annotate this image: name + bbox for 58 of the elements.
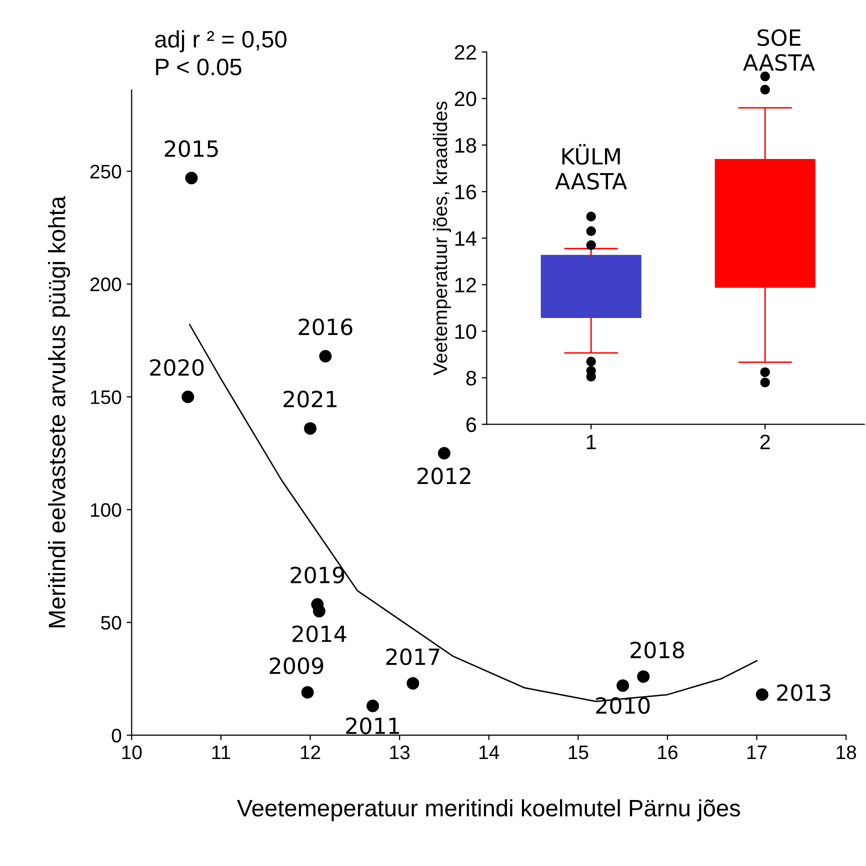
y-tick-label: 16	[455, 184, 476, 200]
annotation: 2021	[284, 390, 336, 408]
annotation: KÜLM AASTA	[555, 144, 627, 190]
x-tick-label: 18	[836, 745, 856, 760]
x-tick-label: 11	[212, 746, 230, 760]
y-tick-label: 10	[455, 324, 476, 339]
y-tick-label: 100	[90, 503, 122, 517]
annotation: 2017	[386, 648, 440, 666]
y-tick-label: 250	[90, 164, 122, 179]
annotation: 2012	[418, 468, 470, 484]
annotation: 2020	[150, 359, 204, 376]
point	[616, 679, 630, 692]
annotation: 2013	[777, 684, 830, 702]
x-tick-label: 12	[300, 745, 320, 760]
y-tick-label: 200	[90, 278, 122, 292]
x-tick-label: 16	[658, 745, 678, 760]
y-tick-label: 22	[454, 44, 476, 60]
y-axis-title: Meritindi eelvastsete arvukus püügi kohta	[48, 196, 70, 628]
y-tick-label: 8	[466, 370, 476, 386]
y-tick-label: 0	[112, 728, 122, 742]
y-tick-label: 50	[101, 616, 122, 630]
point	[301, 686, 314, 699]
annotation: 2019	[290, 566, 344, 584]
point	[185, 172, 198, 184]
point	[319, 350, 332, 363]
y-tick-label: 12	[455, 278, 476, 292]
x-axis-title: Veetemeperatuur meritindi koelmutel Pärnu jões	[236, 799, 740, 822]
point	[366, 700, 380, 712]
y-tick-label: 18	[455, 138, 476, 153]
y-axis-title: Veetemperatuur jões, kraadides	[432, 102, 452, 376]
x-tick-label: 13	[390, 745, 410, 760]
annotation: 2014	[292, 625, 346, 642]
x-tick-label: 1	[586, 434, 596, 450]
y-tick-label: 20	[454, 92, 476, 106]
point	[637, 670, 650, 683]
annotation: 2016	[298, 318, 352, 336]
point	[182, 390, 194, 404]
annotation: 2009	[270, 657, 324, 674]
x-tick-label: 2	[760, 434, 770, 450]
text: adj r ² = 0,50	[155, 30, 286, 52]
annotation: SOE AASTA	[743, 29, 815, 71]
annotation: 2015	[164, 140, 218, 158]
point	[312, 604, 326, 618]
text: P < 0.05	[156, 58, 242, 76]
annotation: 2010	[596, 697, 650, 714]
y-tick-label: 150	[90, 390, 122, 404]
x-tick-label: 14	[480, 746, 500, 760]
point	[304, 422, 316, 435]
annotation: 2018	[630, 642, 684, 658]
annotation: 2011	[346, 717, 399, 734]
point	[406, 677, 420, 690]
x-tick-label: 15	[568, 746, 588, 760]
point	[438, 447, 450, 460]
x-tick-label: 17	[747, 746, 767, 760]
x-tick-label: 10	[122, 745, 142, 760]
y-tick-label: 14	[455, 231, 476, 246]
y-tick-label: 6	[466, 417, 476, 432]
point	[756, 688, 768, 701]
